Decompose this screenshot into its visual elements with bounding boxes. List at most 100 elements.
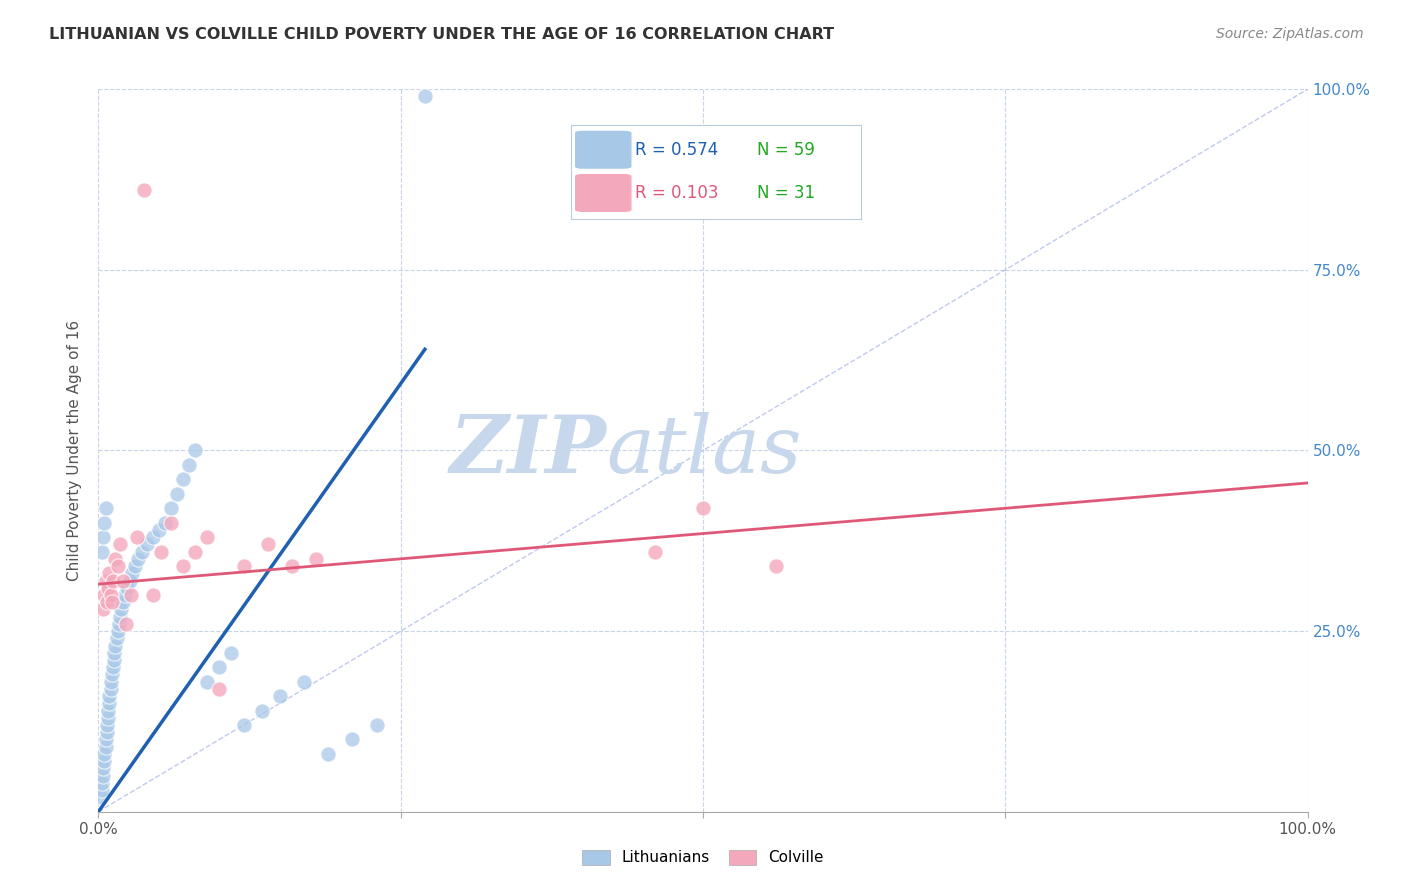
Point bbox=[221, 646, 243, 660]
Point bbox=[142, 588, 165, 602]
Point bbox=[142, 530, 165, 544]
Point bbox=[103, 653, 125, 667]
Point bbox=[104, 639, 127, 653]
Point bbox=[107, 559, 129, 574]
Point bbox=[135, 537, 157, 551]
Point bbox=[644, 544, 666, 558]
Point bbox=[160, 516, 183, 530]
Point bbox=[93, 588, 115, 602]
Point bbox=[96, 725, 118, 739]
Point bbox=[94, 574, 117, 588]
Point bbox=[250, 704, 273, 718]
Point bbox=[104, 551, 127, 566]
Text: Source: ZipAtlas.com: Source: ZipAtlas.com bbox=[1216, 27, 1364, 41]
Point bbox=[98, 696, 121, 710]
Point bbox=[91, 544, 114, 558]
Point bbox=[208, 681, 231, 696]
Point bbox=[765, 559, 787, 574]
Point bbox=[91, 769, 114, 783]
Point bbox=[256, 537, 278, 551]
Text: N = 31: N = 31 bbox=[756, 184, 815, 202]
Point bbox=[91, 602, 114, 616]
Point bbox=[118, 574, 141, 588]
Point bbox=[342, 732, 364, 747]
Point bbox=[120, 588, 142, 602]
Point bbox=[232, 718, 254, 732]
Point bbox=[150, 544, 173, 558]
Point bbox=[111, 574, 134, 588]
Point bbox=[108, 616, 131, 631]
Text: ZIP: ZIP bbox=[450, 412, 606, 489]
Text: atlas: atlas bbox=[606, 412, 801, 489]
Text: N = 59: N = 59 bbox=[756, 141, 814, 159]
Point bbox=[160, 501, 183, 516]
Text: R = 0.574: R = 0.574 bbox=[636, 141, 718, 159]
Point bbox=[91, 761, 114, 775]
Point bbox=[90, 790, 112, 805]
Point bbox=[148, 523, 170, 537]
Point bbox=[124, 559, 146, 574]
Point bbox=[110, 602, 132, 616]
Point bbox=[111, 595, 134, 609]
Point bbox=[114, 588, 136, 602]
Point bbox=[105, 632, 128, 646]
Point bbox=[108, 537, 131, 551]
Point bbox=[100, 681, 122, 696]
Point bbox=[134, 183, 156, 197]
Point bbox=[184, 544, 207, 558]
Point bbox=[98, 689, 121, 703]
Point bbox=[96, 595, 118, 609]
Point bbox=[413, 89, 436, 103]
Point bbox=[172, 472, 194, 486]
Point bbox=[195, 674, 218, 689]
Point bbox=[127, 551, 149, 566]
Point bbox=[100, 588, 122, 602]
Point bbox=[101, 574, 124, 588]
Point bbox=[97, 581, 120, 595]
Point bbox=[107, 624, 129, 639]
Point bbox=[94, 501, 117, 516]
Text: R = 0.103: R = 0.103 bbox=[636, 184, 718, 202]
Point bbox=[366, 718, 388, 732]
Point bbox=[121, 566, 143, 581]
Point bbox=[115, 616, 138, 631]
Point bbox=[93, 516, 115, 530]
FancyBboxPatch shape bbox=[574, 130, 633, 169]
Point bbox=[100, 595, 122, 609]
Point bbox=[692, 501, 714, 516]
Point bbox=[292, 674, 315, 689]
Legend: Lithuanians, Colville: Lithuanians, Colville bbox=[582, 849, 824, 865]
Point bbox=[96, 718, 118, 732]
Point bbox=[281, 559, 304, 574]
Point bbox=[117, 581, 139, 595]
Point bbox=[269, 689, 291, 703]
Point bbox=[93, 747, 115, 761]
Point bbox=[166, 487, 188, 501]
Point bbox=[101, 660, 124, 674]
Point bbox=[131, 544, 153, 558]
Point bbox=[91, 776, 114, 790]
Point bbox=[94, 732, 117, 747]
Point bbox=[94, 739, 117, 754]
Point bbox=[100, 667, 122, 681]
Point bbox=[232, 559, 254, 574]
Point bbox=[316, 747, 339, 761]
Point bbox=[91, 783, 114, 797]
Point bbox=[91, 530, 114, 544]
Point bbox=[127, 530, 149, 544]
Point bbox=[179, 458, 201, 472]
Point bbox=[97, 711, 120, 725]
Point bbox=[208, 660, 231, 674]
Point bbox=[195, 530, 218, 544]
Point bbox=[172, 559, 194, 574]
Y-axis label: Child Poverty Under the Age of 16: Child Poverty Under the Age of 16 bbox=[67, 320, 83, 581]
Point bbox=[103, 646, 125, 660]
Point bbox=[153, 516, 176, 530]
Point bbox=[108, 609, 131, 624]
Point bbox=[93, 754, 115, 768]
FancyBboxPatch shape bbox=[574, 173, 633, 212]
Point bbox=[97, 704, 120, 718]
Point bbox=[305, 551, 328, 566]
Point bbox=[184, 443, 207, 458]
Point bbox=[98, 566, 121, 581]
